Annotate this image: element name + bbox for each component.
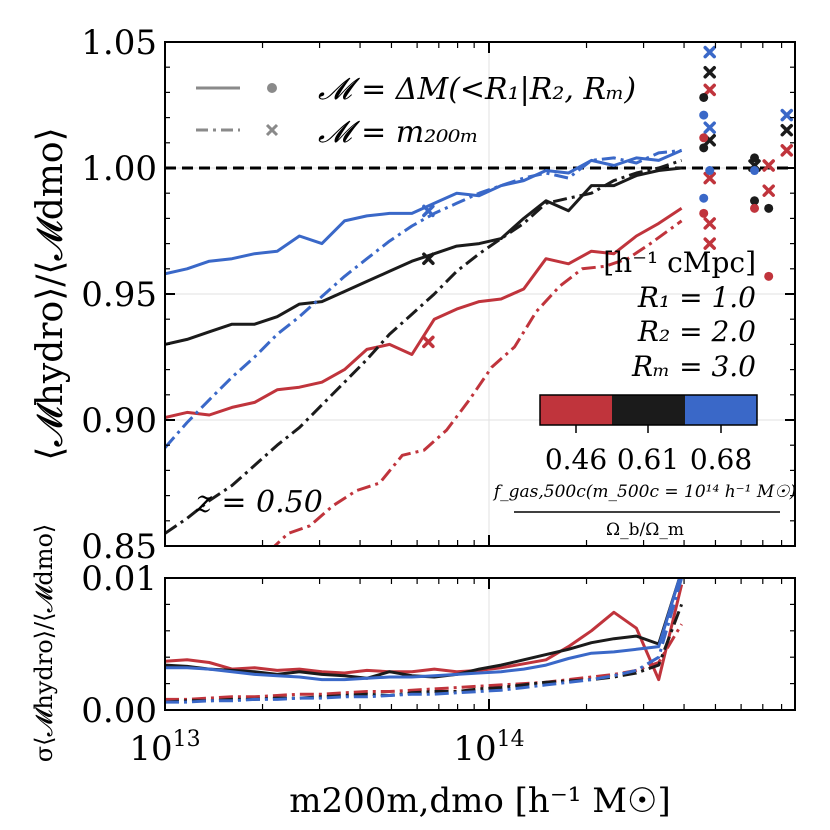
x-marker [780, 123, 794, 137]
circle-marker [699, 133, 709, 143]
circle-marker [699, 143, 709, 153]
top-y-tick-label: 1.05 [81, 23, 157, 63]
legend-x-marker [265, 123, 279, 137]
bottom-y-axis-label-text: σ⟨𝓜hydro⟩/⟨𝓜dmo⟩ [30, 524, 58, 763]
x-marker [703, 65, 716, 79]
series-line-solid-0.61 [165, 166, 682, 346]
x-marker [422, 335, 435, 349]
colorbar-tick-label: 0.46 [545, 443, 607, 476]
series-line-solid-0.61 [165, 578, 682, 680]
x-marker [780, 108, 794, 122]
legend-dashdot-label: 𝓜 = m₂₀₀ₘ [318, 115, 479, 150]
x-marker [703, 171, 716, 185]
circle-marker [764, 203, 774, 213]
x-tick-label: 1013 [129, 727, 200, 769]
circle-marker [699, 208, 709, 218]
x-tick-label-exponent: 14 [497, 727, 525, 752]
top-y-tick-label: 0.90 [81, 401, 157, 441]
circle-marker [750, 203, 760, 213]
bottom-frame [164, 577, 796, 711]
colorbar-tick-label: 0.68 [690, 443, 752, 476]
x-marker [703, 83, 716, 97]
series-line-solid-0.68 [165, 578, 682, 682]
colorbar-label-top: f_gas,500c(m_500c = 10¹⁴ h⁻¹ M☉) [492, 482, 796, 502]
circle-marker [705, 166, 715, 176]
legend-solid-label: 𝓜 = ΔM(<R₁|R₂, Rₘ) [318, 72, 636, 107]
bottom-y-axis-label: σ⟨𝓜hydro⟩/⟨𝓜dmo⟩ [30, 524, 58, 763]
circle-marker [699, 92, 709, 102]
x-marker [703, 217, 716, 230]
x-marker [703, 237, 716, 250]
top-y-axis-label: ⟨𝓜hydro⟩/⟨𝓜dmo⟩ [30, 127, 71, 460]
top-panel: 0.85 0.90 0.95 1.00 1.05 [81, 23, 796, 567]
top-y-tick-label: 0.85 [81, 527, 157, 567]
redshift-label: z = 0.50 [195, 485, 323, 520]
bottom-y-tick-label: 0.00 [81, 691, 157, 731]
params-r1: R₁ = 1.0 [637, 281, 756, 314]
series-line-dashdot-0.46 [165, 623, 683, 701]
circle-marker [750, 153, 760, 163]
params-r2: R₂ = 2.0 [637, 315, 756, 348]
x-tick-label-base: 10 [453, 729, 496, 769]
top-y-tick-label: 1.00 [81, 149, 157, 189]
legend-circle-marker [267, 83, 277, 93]
colorbar-segment-red [540, 395, 612, 425]
series-line-solid-0.46 [165, 584, 684, 682]
colorbar-segment-blue [685, 395, 757, 425]
params-rm: Rₘ = 3.0 [631, 350, 756, 383]
legend: 𝓜 = ΔM(<R₁|R₂, Rₘ) 𝓜 = m₂₀₀ₘ [196, 72, 636, 150]
x-marker [422, 204, 435, 218]
circle-marker [699, 193, 709, 203]
top-y-tick-label: 0.95 [81, 275, 157, 315]
x-tick-label: 1014 [453, 727, 524, 769]
series-line-solid-0.46 [165, 207, 683, 419]
x-marker [762, 184, 775, 197]
bottom-y-tick-label: 0.01 [81, 559, 157, 599]
circle-marker [764, 271, 774, 281]
circle-marker [750, 166, 760, 176]
x-tick-label-exponent: 13 [173, 727, 201, 752]
series-line-dashdot-0.68 [165, 148, 682, 449]
colorbar-label-bottom: Ω_b/Ω_m [606, 520, 684, 540]
circle-marker [699, 110, 709, 120]
x-marker [762, 159, 775, 172]
x-marker [703, 121, 716, 134]
x-marker [422, 252, 435, 265]
x-axis-label: m200m,dmo [h⁻¹ M☉] [289, 781, 671, 821]
colorbar-segment-black [612, 395, 685, 425]
markers-group [422, 45, 794, 349]
top-y-axis-label-text: ⟨𝓜hydro⟩/⟨𝓜dmo⟩ [30, 127, 71, 460]
x-tick-label-base: 10 [129, 729, 172, 769]
bottom-series-group [165, 578, 684, 704]
circle-marker [750, 196, 760, 206]
x-marker [780, 144, 794, 157]
series-line-dashdot-0.68 [165, 578, 684, 704]
params-box: [h⁻¹ cMpc] R₁ = 1.0 R₂ = 2.0 Rₘ = 3.0 [603, 246, 756, 383]
colorbar: 0.46 0.61 0.68 f_gas,500c(m_500c = 10¹⁴ … [492, 394, 796, 540]
x-marker [703, 45, 716, 59]
params-units: [h⁻¹ cMpc] [603, 246, 756, 279]
colorbar-tick-label: 0.61 [617, 443, 679, 476]
